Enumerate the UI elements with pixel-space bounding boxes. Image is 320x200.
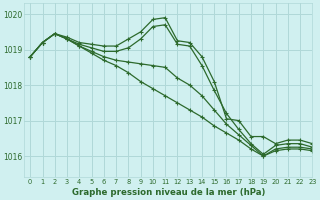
X-axis label: Graphe pression niveau de la mer (hPa): Graphe pression niveau de la mer (hPa) — [72, 188, 265, 197]
